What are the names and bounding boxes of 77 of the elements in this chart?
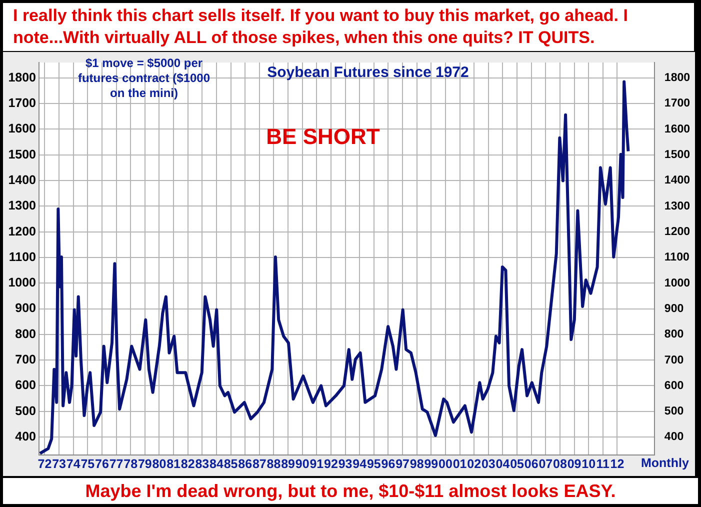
y-tick-label: 700 [15,352,36,367]
x-tick-label: 05 [510,456,524,471]
y2-tick-label: 1800 [664,72,690,84]
x-axis-title: Monthly [641,456,689,470]
x-tick-label: 00 [438,456,452,471]
x-tick-label: 76 [95,456,109,471]
y2-tick-label: 1400 [664,174,690,187]
y2-tick-label: 900 [664,302,684,315]
y-tick-label: 400 [15,429,36,444]
text: Maybe I'm dead wrong, but to me, $10-$11 almost looks EASY. [3,478,698,504]
x-tick-label: 84 [210,456,224,471]
x-tick-label: 03 [481,456,496,471]
x-tick-label: 02 [467,456,482,471]
x-tick-label: 12 [610,456,624,471]
y2-tick-label: 600 [664,380,684,392]
x-tick-label: 94 [352,456,367,471]
x-tick-label: 72 [38,456,52,471]
x-tick-label: 01 [452,456,467,471]
y-tick-label: 1200 [8,224,36,238]
x-tick-label: 09 [567,456,582,471]
x-tick-label: 99 [424,456,438,471]
x-tick-label: 77 [109,456,124,471]
x-tick-label: 08 [553,456,567,471]
x-tick-label: 04 [496,456,510,471]
x-tick-label: 88 [266,456,281,471]
x-tick-label: 81 [166,456,181,471]
x-tick-label: 80 [152,456,166,471]
y2-tick-label: 1700 [664,98,690,110]
y-tick-label: 800 [15,326,36,341]
x-tick-label: 06 [524,456,538,471]
y-tick-label: 1600 [8,122,36,136]
y-tick-label: 1800 [8,70,36,84]
x-tick-label: 74 [66,456,80,471]
x-tick-label: 85 [224,456,238,471]
annotation: $1 move = $5000 per futures contract ($1000 on the mini) [76,56,212,101]
x-tick-label: 96 [381,456,396,471]
chart-title: Soybean Futures since 1972 [266,64,470,81]
x-tick-label: 73 [52,456,66,471]
x-tick-label: 90 [295,456,310,471]
x-tick-label: 97 [396,456,410,471]
y2-tick-label: 800 [664,328,684,341]
text: I really think this chart sells itself. If you want to buy this market, go ahead. I note...With virtually ALL of those spikes, when this one quits? IT QUITS. [3,3,694,51]
x-tick-label: 83 [195,456,210,471]
x-tick-label: 82 [180,456,195,471]
annotation: BE SHORT [265,124,381,150]
x-tick-label: 75 [80,456,95,471]
x-tick-label: 87 [252,456,266,471]
x-tick-label: 95 [366,456,381,471]
y2-tick-label: 1000 [664,277,690,290]
x-tick-label: 91 [310,456,324,471]
x-tick-label: 92 [324,456,338,471]
y-tick-label: 1400 [8,172,36,187]
y-tick-label: 600 [15,378,36,392]
y2-tick-label: 400 [664,431,684,444]
x-tick-label: 89 [281,456,296,471]
x-tick-label: 86 [238,456,252,471]
y-tick-label: 1000 [8,276,36,290]
y-tick-label: 900 [15,301,36,316]
y-tick-label: 1100 [8,250,36,264]
y2-tick-label: 1200 [664,226,690,238]
y2-tick-label: 1500 [664,149,690,162]
y2-tick-label: 700 [664,354,684,366]
y2-tick-label: 1100 [664,252,690,264]
y2-tick-label: 1600 [664,123,690,136]
y-tick-label: 1700 [8,96,36,110]
y-tick-label: 1300 [8,198,36,213]
x-tick-label: 78 [124,456,138,471]
y2-tick-label: 500 [664,406,684,418]
y2-tick-label: 1300 [664,200,690,212]
x-tick-label: 10 [582,456,596,471]
y-tick-label: 500 [15,404,36,418]
x-tick-label: 07 [538,456,553,471]
x-tick-label: 93 [338,456,352,471]
x-tick-label: 98 [410,456,424,471]
y-tick-label: 1500 [8,147,36,162]
x-tick-label: 11 [596,456,610,471]
x-tick-label: 79 [138,456,152,471]
